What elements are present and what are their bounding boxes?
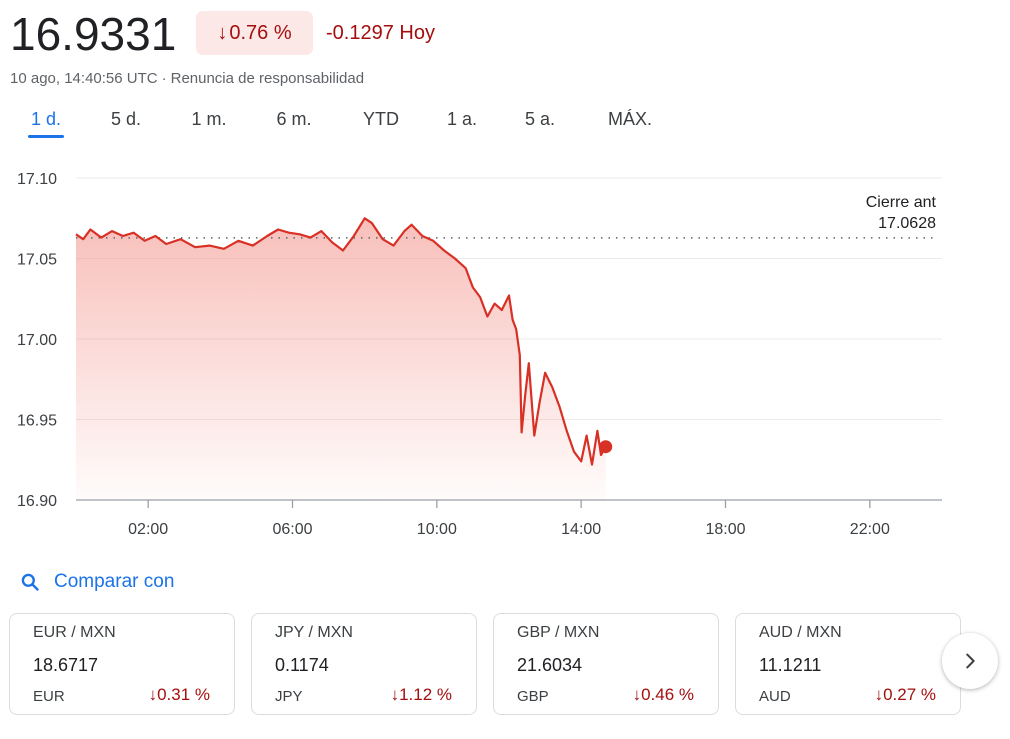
compare-label: Comparar con <box>54 571 175 592</box>
price-line <box>75 217 607 466</box>
compare-button[interactable]: Comparar con <box>20 568 174 596</box>
y-tick-label: 17.00 <box>17 332 57 349</box>
pair-change: ↓1.12 % <box>391 685 452 705</box>
tab-5d[interactable]: 5 d. <box>110 109 142 129</box>
absolute-change: -0.1297 Hoy <box>326 11 435 55</box>
pair-change-value: 0.31 % <box>157 685 210 704</box>
pair-change-value: 1.12 % <box>399 685 452 704</box>
tab-1a[interactable]: 1 a. <box>446 109 478 129</box>
pair-change: ↓0.27 % <box>875 685 936 705</box>
down-arrow-icon: ↓ <box>390 685 400 704</box>
pair-value: 0.1174 <box>275 655 329 675</box>
pair-change-value: 0.27 % <box>883 685 936 704</box>
pair-currency: AUD <box>759 688 791 705</box>
tab-6m[interactable]: 6 m. <box>276 109 312 129</box>
pair-currency: EUR <box>33 688 65 705</box>
previous-close-label: Cierre ant <box>866 194 937 211</box>
y-tick-label: 16.90 <box>17 493 57 510</box>
quote-meta: 10 ago, 14:40:56 UTC · Renuncia de respons… <box>10 68 364 90</box>
pair-change: ↓0.46 % <box>633 685 694 705</box>
pair-currency: GBP <box>517 688 549 705</box>
pair-card-eur-mxn[interactable]: EUR / MXN 18.6717 EUR ↓0.31 % <box>9 613 235 715</box>
change-period: Hoy <box>399 22 435 44</box>
x-tick-label: 22:00 <box>850 521 890 538</box>
current-price: 16.9331 <box>10 8 177 60</box>
x-tick-label: 18:00 <box>705 521 745 538</box>
x-tick-label: 14:00 <box>561 521 601 538</box>
tab-1d[interactable]: 1 d. <box>28 104 64 138</box>
y-tick-label: 17.10 <box>17 171 57 188</box>
down-arrow-icon: ↓ <box>874 685 884 704</box>
tab-5a[interactable]: 5 a. <box>524 109 556 129</box>
search-icon <box>21 573 39 591</box>
tab-max[interactable]: MÁX. <box>607 109 652 129</box>
down-arrow-icon: ↓ <box>217 22 228 44</box>
next-button[interactable] <box>942 633 998 689</box>
meta-separator: · <box>161 70 167 87</box>
x-tick-label: 02:00 <box>128 521 168 538</box>
pair-card-aud-mxn[interactable]: AUD / MXN 11.1211 AUD ↓0.27 % <box>735 613 961 715</box>
chevron-right-icon <box>966 653 975 669</box>
previous-close-value: 17.0628 <box>878 215 936 232</box>
pair-change: ↓0.31 % <box>149 685 210 705</box>
down-arrow-icon: ↓ <box>148 685 158 704</box>
absolute-change-value: -0.1297 <box>326 22 394 44</box>
pair-card-jpy-mxn[interactable]: JPY / MXN 0.1174 JPY ↓1.12 % <box>251 613 477 715</box>
y-tick-label: 17.05 <box>17 252 57 269</box>
tab-ytd[interactable]: YTD <box>363 109 399 129</box>
disclaimer-link[interactable]: Renuncia de responsabilidad <box>170 70 365 87</box>
current-point-marker <box>599 440 613 454</box>
pair-value: 21.6034 <box>517 655 583 675</box>
quote-timestamp: 10 ago, 14:40:56 UTC <box>10 70 158 87</box>
percent-change-badge: ↓ 0.76 % <box>196 11 313 55</box>
range-tabs: 1 d. 5 d. 1 m. 6 m. YTD 1 a. 5 a. MÁX. <box>0 104 700 140</box>
x-tick-label: 10:00 <box>417 521 457 538</box>
pair-value: 11.1211 <box>759 655 822 675</box>
down-arrow-icon: ↓ <box>632 685 642 704</box>
pair-name: GBP / MXN <box>517 624 600 641</box>
pair-change-value: 0.46 % <box>641 685 694 704</box>
pair-name: EUR / MXN <box>33 624 116 641</box>
tab-1m[interactable]: 1 m. <box>191 109 227 129</box>
price-area-fill <box>76 218 606 501</box>
x-tick-label: 06:00 <box>272 521 312 538</box>
pair-currency: JPY <box>275 688 303 705</box>
pair-name: AUD / MXN <box>759 624 842 641</box>
pair-name: JPY / MXN <box>275 624 353 641</box>
y-tick-label: 16.95 <box>17 413 57 430</box>
pair-card-gbp-mxn[interactable]: GBP / MXN 21.6034 GBP ↓0.46 % <box>493 613 719 715</box>
percent-change-value: 0.76 % <box>229 22 292 44</box>
price-chart[interactable]: 17.10 17.05 17.00 16.95 16.90 02:00 06:00 10:0… <box>0 150 1010 550</box>
pair-value: 18.6717 <box>33 655 99 675</box>
